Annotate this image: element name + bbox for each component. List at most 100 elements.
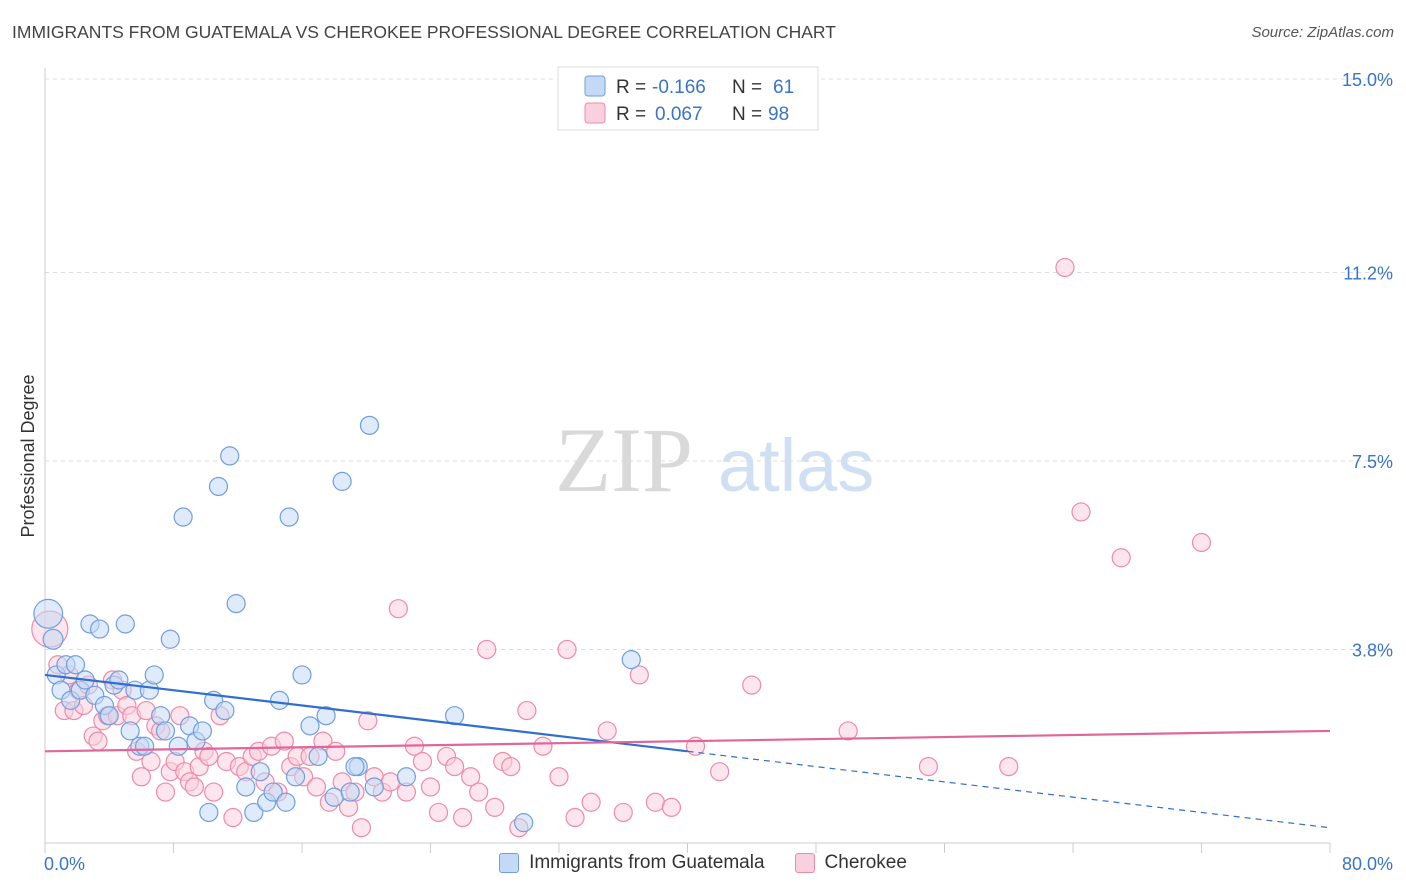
cherokee-point-97 [1191,532,1212,553]
cherokee-point-81 [565,807,585,828]
guatemala-point-36 [226,594,246,614]
legend-n-label-1: N = [732,77,767,98]
guatemala-point-50 [324,787,344,807]
cherokee-points [31,257,1212,838]
cherokee-point-57 [358,711,378,731]
cherokee-point-86 [645,792,665,812]
cherokee-point-29 [184,777,204,797]
cherokee-point-92 [918,756,939,777]
cherokee-point-52 [326,741,346,761]
cherokee-point-75 [501,756,521,777]
cherokee-point-68 [444,756,465,777]
cherokee-point-83 [597,721,617,741]
legend-n-value-1: 61 [773,77,794,98]
cherokee-point-79 [549,767,569,787]
cherokee-point-65 [420,777,441,797]
cherokee-point-85 [629,665,649,685]
guatemala-point-24 [155,721,176,741]
guatemala-point-39 [250,762,270,782]
cherokee-point-33 [204,782,224,802]
y-tick-label-2: 11.2% [1343,264,1393,284]
trend-lines [44,673,1331,829]
guatemala-point-60 [345,756,365,777]
cherokee-point-72 [477,639,497,660]
svg-text:R = -0.166 N =: R = -0.166 N = 61 [616,77,794,98]
y-tick-label-3: 15.0% [1342,70,1393,90]
guatemala-point-25 [160,629,180,649]
grid-lines [45,78,1392,650]
x-tick-label-1: 80.0% [1342,854,1393,874]
legend-label-guatemala: Immigrants from Guatemala [529,852,765,873]
cherokee-point-60 [380,772,400,792]
cherokee-point-64 [412,751,433,772]
guatemala-point-47 [300,716,320,736]
cherokee-point-70 [461,767,481,787]
legend-swatch-guatemala [584,75,606,97]
guatemala-point-13 [99,706,119,726]
legend-swatch-cherokee-bottom [794,853,815,873]
guatemala-point-26 [168,736,188,756]
series-legend: Immigrants from Guatemala Cherokee [0,852,1406,874]
guatemala-point-55 [364,777,384,797]
guatemala-point-37 [236,777,256,797]
cherokee-point-23 [155,782,176,802]
guatemala-point-58 [514,813,534,833]
cherokee-point-94 [1055,257,1075,278]
watermark-atlas: atlas [718,424,874,507]
guatemala-point-17 [120,721,140,741]
cherokee-point-77 [517,700,537,721]
guatemala-point-20 [134,736,155,756]
cherokee-point-36 [223,807,243,828]
legend-r-label-1: R = [616,77,651,98]
y-tick-label-0: 3.8% [1352,640,1393,660]
cherokee-point-90 [742,675,762,695]
guatemala-point-54 [359,415,380,435]
guatemala-point-22 [144,665,164,685]
guatemala-point-46 [292,665,312,685]
guatemala-points [33,415,641,833]
x-tick-label-0: 0.0% [44,854,85,874]
cherokee-point-95 [1071,502,1091,522]
stats-legend: R = -0.166 N = 61 R = 0.067 N = 98 [557,66,819,131]
legend-swatch-guatemala-bottom [499,853,520,873]
cherokee-point-18 [131,767,151,787]
guatemala-point-6 [65,655,86,675]
cherokee-point-9 [88,731,108,751]
guatemala-point-41 [263,782,283,802]
svg-text:R = 0.067 N =: R = 0.067 N = 98 [616,104,789,125]
cherokee-point-84 [613,802,633,823]
guatemala-point-42 [269,690,290,710]
guatemala-point-56 [396,767,417,787]
guatemala-trend-line [44,673,688,753]
cherokee-point-66 [428,802,449,823]
cherokee-point-82 [581,792,601,812]
legend-item-guatemala: Immigrants from Guatemala [499,852,765,874]
cherokee-point-89 [710,762,730,782]
cherokee-point-96 [1111,548,1131,568]
guatemala-point-33 [208,476,229,497]
tick-labels: 3.8% 7.5% 11.2% 15.0% 0.0% 80.0% [44,70,1393,874]
guatemala-point-59 [621,650,641,670]
guatemala-point-51 [332,471,352,491]
cherokee-point-73 [485,797,505,817]
legend-r-value-1: -0.166 [652,77,706,98]
legend-swatch-cherokee [584,102,606,124]
cherokee-point-78 [533,736,553,756]
guatemala-point-43 [276,792,296,812]
guatemala-point-27 [173,507,193,527]
legend-r-value-2: 0.067 [655,104,703,125]
guatemala-point-38 [244,802,264,823]
cherokee-point-56 [351,818,372,838]
guatemala-point-49 [316,706,336,726]
guatemala-point-11 [90,619,110,639]
legend-r-label-2: R = [616,104,651,125]
guatemala-point-34 [215,700,235,721]
legend-item-cherokee: Cherokee [794,852,907,874]
cherokee-point-87 [661,797,682,817]
cherokee-point-32 [199,746,219,767]
guatemala-point-31 [199,802,219,823]
guatemala-point-48 [308,746,328,767]
cherokee-point-91 [838,721,858,741]
cherokee-point-80 [557,639,577,660]
